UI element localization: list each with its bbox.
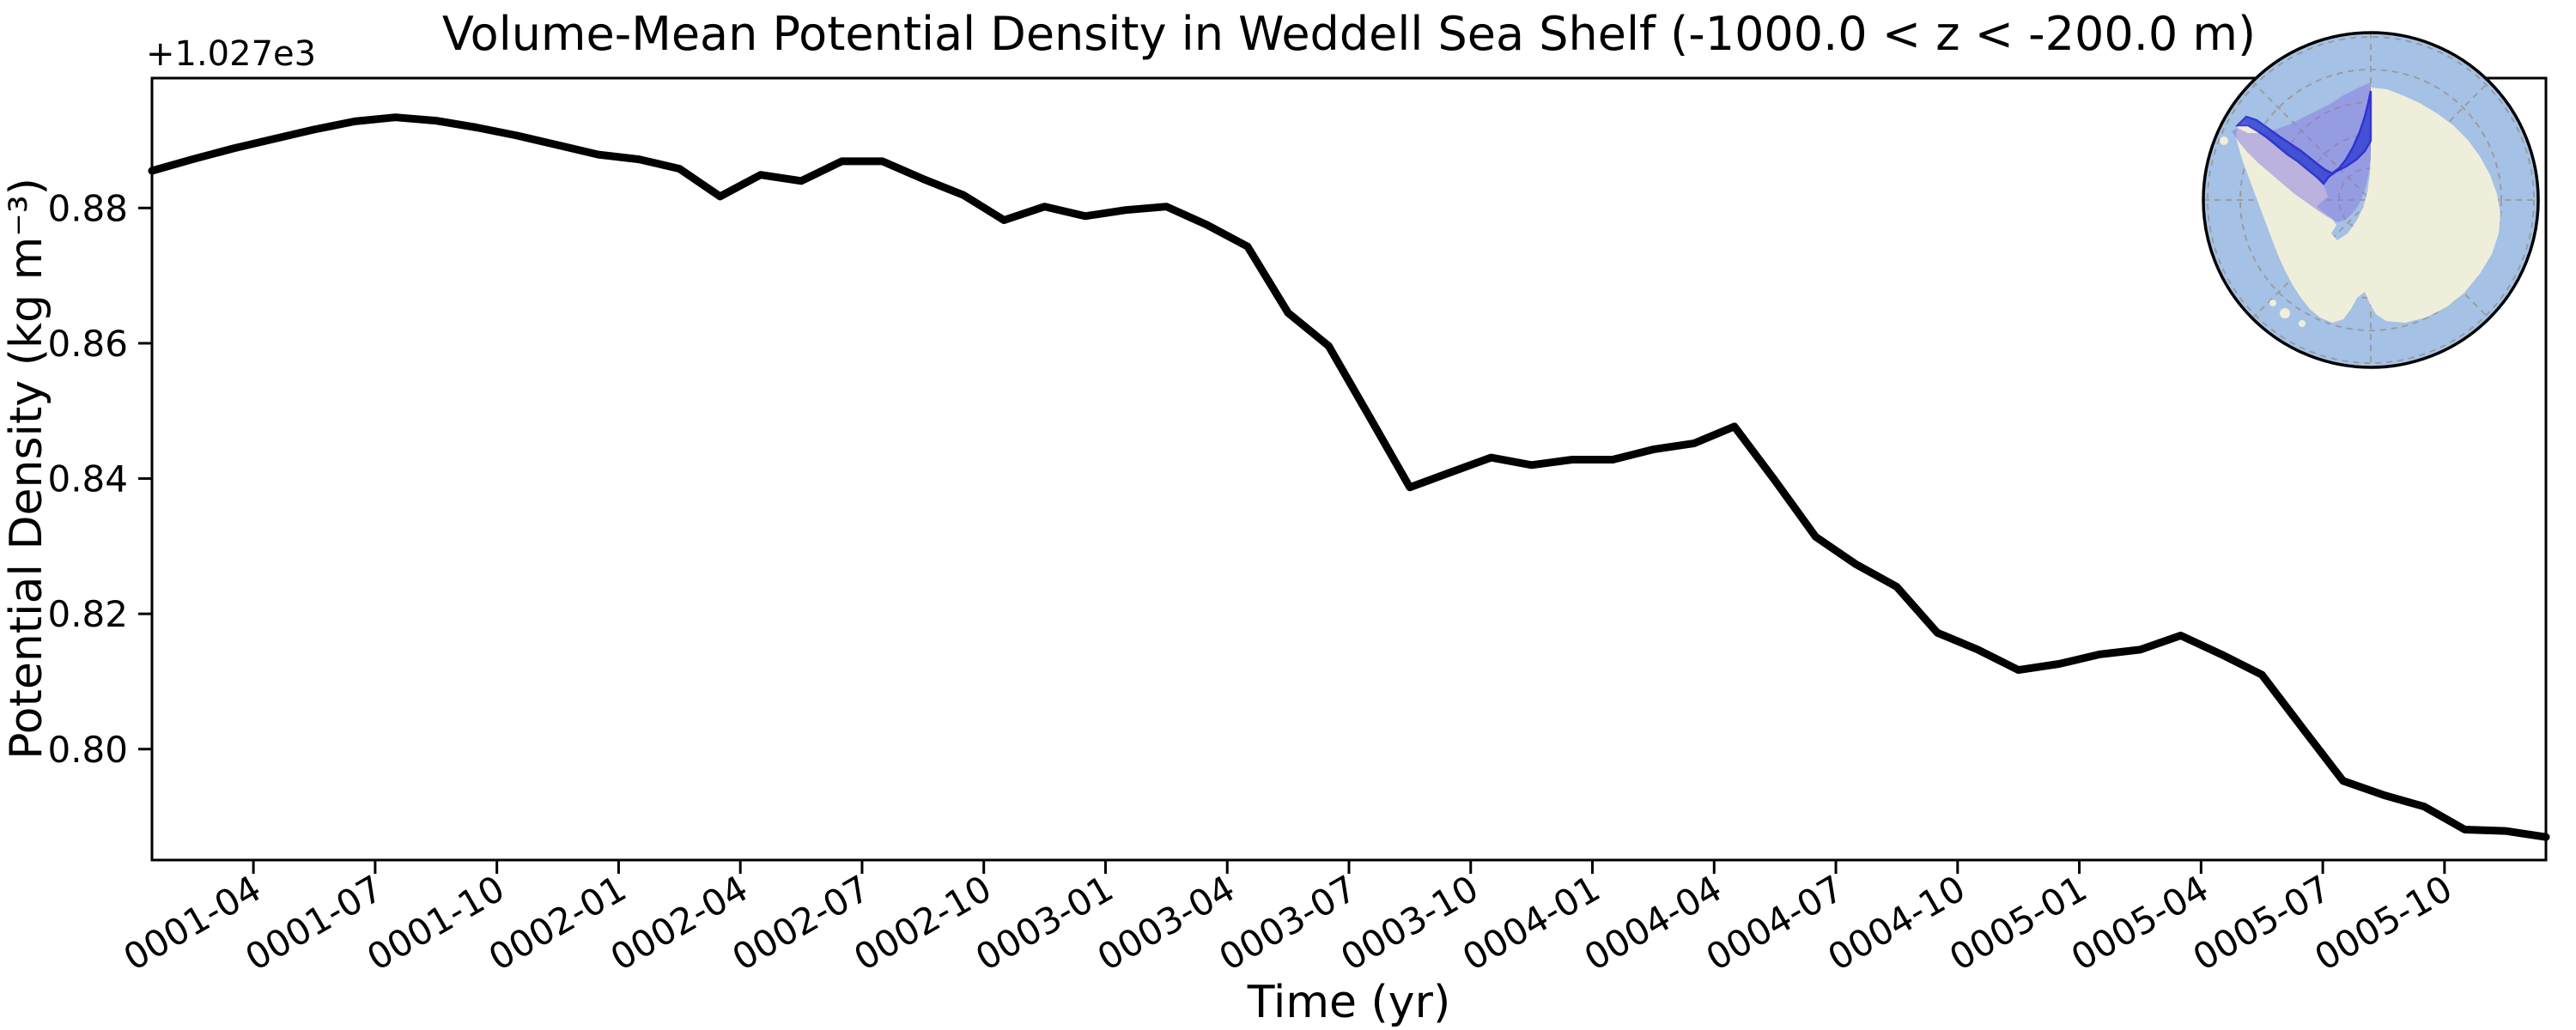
y-axis-ticks: 0.88 0.86 0.84 0.82 0.80 [47,187,152,771]
x-tick-label: 0004-07 [1699,867,1850,978]
map-border [2202,31,2540,369]
x-tick-label: 0002-04 [604,867,755,978]
axes-frame [150,76,2548,862]
y-tick-label: 0.86 [47,323,128,365]
chart-title: Volume-Mean Potential Density in Weddell… [442,7,2256,61]
x-tick-label: 0004-04 [1577,867,1728,978]
map-island [2280,308,2290,318]
map-island [2299,320,2306,327]
x-tick-label: 0001-07 [238,867,389,978]
x-tick-label: 0003-01 [969,867,1120,978]
x-tick-label: 0003-07 [1212,867,1364,978]
x-tick-label: 0002-07 [725,867,876,978]
map-antarctica-land [2236,88,2500,323]
axes-background [152,78,2546,860]
x-tick-label: 0002-01 [482,867,633,978]
y-tick-label: 0.80 [47,729,128,771]
antarctica-inset-map [2202,31,2540,369]
map-weddell-shelf-region [2234,90,2372,185]
x-tick-label: 0001-10 [360,867,511,978]
x-tick-label: 0004-10 [1820,867,1971,978]
y-axis-label: Potential Density (kg m⁻³) [1,178,52,760]
x-tick-label: 0001-04 [117,867,268,978]
x-tick-label: 0005-04 [2064,867,2215,978]
x-tick-label: 0005-01 [1942,867,2093,978]
x-axis-label: Time (yr) [1247,977,1451,1028]
x-tick-label: 0003-10 [1334,867,1485,978]
y-tick-label: 0.88 [47,187,128,229]
x-tick-label: 0004-01 [1455,867,1607,978]
x-tick-label: 0005-07 [2186,867,2337,978]
x-tick-label: 0005-10 [2307,867,2458,978]
map-island [2220,136,2228,145]
x-axis-ticks: 0001-040001-070001-100002-010002-040002-… [117,860,2459,978]
x-tick-label: 0002-10 [847,867,998,978]
y-tick-label: 0.84 [47,458,128,500]
y-offset-text: +1.027e3 [146,34,316,74]
y-tick-label: 0.82 [47,593,128,635]
map-island [2269,300,2276,306]
x-tick-label: 0003-04 [1091,867,1242,978]
density-line [148,113,2550,841]
